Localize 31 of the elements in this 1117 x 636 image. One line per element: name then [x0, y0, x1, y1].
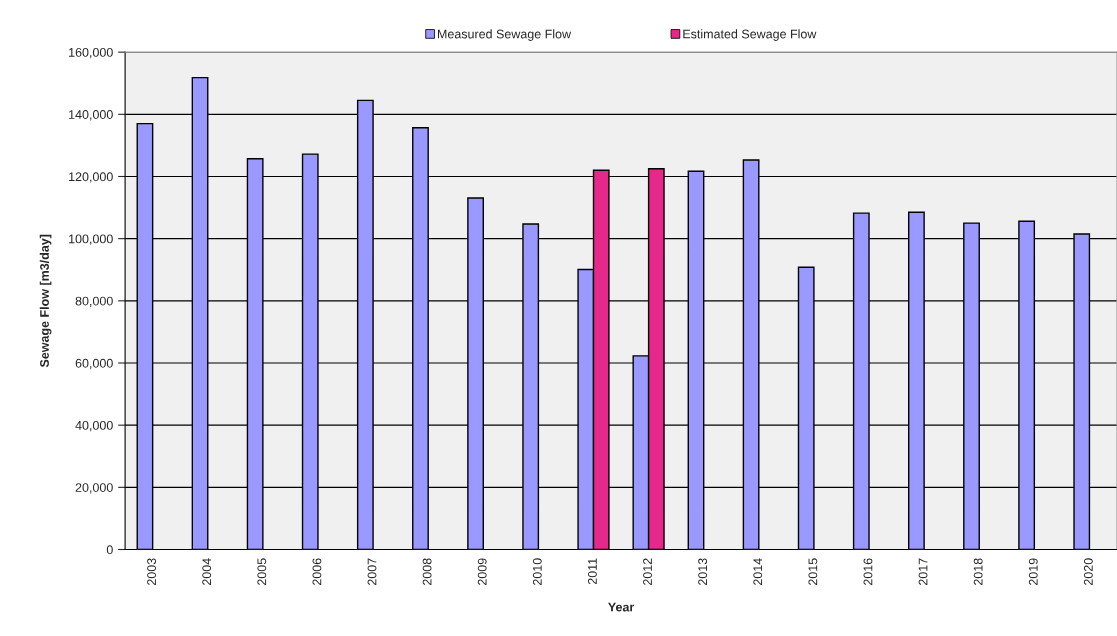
x-tick-label: 2015 — [808, 558, 818, 586]
x-tick-label: 2003 — [147, 558, 157, 586]
x-tick-label: 2012 — [643, 558, 652, 586]
y-tick-label: 40,000 — [75, 420, 113, 432]
legend-label: Estimated Sewage Flow — [683, 29, 817, 41]
x-tick-label: 2016 — [863, 558, 873, 586]
y-tick-label: 100,000 — [69, 234, 113, 245]
x-axis-title: Year — [608, 602, 635, 612]
x-tick-label: 2010 — [532, 558, 542, 586]
y-tick-label: 20,000 — [75, 483, 113, 494]
x-tick-label: 2019 — [1028, 558, 1038, 586]
x-tick-label: 2013 — [698, 558, 708, 586]
x-tick-label: 2005 — [257, 558, 267, 586]
x-tick-label: 2009 — [477, 558, 487, 586]
x-tick-label: 2018 — [973, 558, 983, 586]
y-axis-title: Sewage Flow [m3/day] — [39, 234, 52, 368]
y-tick-label: 120,000 — [69, 172, 113, 183]
x-tick-label: 2006 — [312, 558, 322, 586]
x-tick-label: 2014 — [753, 558, 763, 586]
x-tick-label: 2007 — [367, 558, 377, 586]
legend-label: Measured Sewage Flow — [437, 29, 572, 41]
x-tick-label: 2004 — [202, 558, 212, 586]
x-tick-label: 2017 — [918, 558, 928, 586]
y-tick-label: 160,000 — [69, 47, 113, 59]
y-tick-label: 140,000 — [69, 110, 113, 121]
y-tick-label: 80,000 — [75, 296, 113, 307]
y-tick-label: 0 — [106, 545, 113, 555]
y-tick-label: 60,000 — [75, 358, 113, 370]
x-tick-label: 2020 — [1083, 558, 1093, 586]
x-tick-label: 2011 — [588, 558, 597, 585]
x-tick-label: 2008 — [422, 558, 432, 586]
